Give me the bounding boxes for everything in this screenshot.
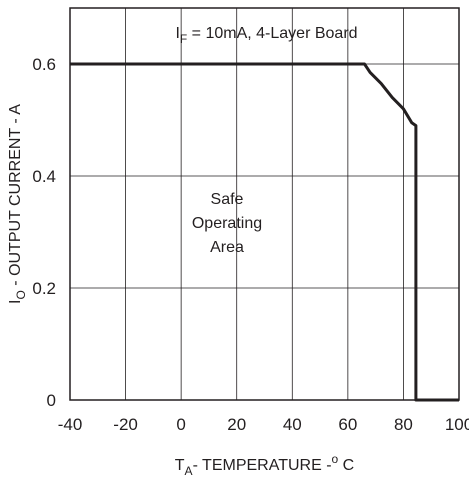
x-axis-label: TA- TEMPERATURE -o C (175, 452, 354, 477)
series-line (70, 62, 459, 402)
x-tick-label: 0 (176, 415, 185, 434)
y-tick-label: 0.6 (32, 55, 56, 74)
region-label-line: Operating (192, 215, 262, 232)
x-tick-label: 40 (283, 415, 302, 434)
x-tick-label: 80 (394, 415, 413, 434)
x-tick-label: -20 (113, 415, 138, 434)
x-tick-label: 20 (227, 415, 246, 434)
condition-label: IF = 10mA, 4-Layer Board (175, 25, 357, 46)
y-tick-label: 0.2 (32, 279, 56, 298)
gridlines (70, 8, 459, 400)
y-axis-label: IO - OUTPUT CURRENT - A (7, 104, 28, 304)
x-tick-label: -40 (58, 415, 83, 434)
x-tick-label: 100 (445, 415, 469, 434)
y-tick-labels: 0 0.2 0.4 0.6 (32, 55, 56, 410)
x-tick-label: 60 (338, 415, 357, 434)
region-label-line: Area (210, 239, 244, 256)
y-tick-label: 0 (47, 391, 56, 410)
safe-operating-area-label: Safe Operating Area (192, 191, 262, 256)
x-tick-labels: -40 -20 0 20 40 60 80 100 (58, 415, 469, 434)
plot-frame (69, 7, 460, 401)
region-label-line: Safe (211, 191, 244, 208)
y-tick-label: 0.4 (32, 167, 56, 186)
